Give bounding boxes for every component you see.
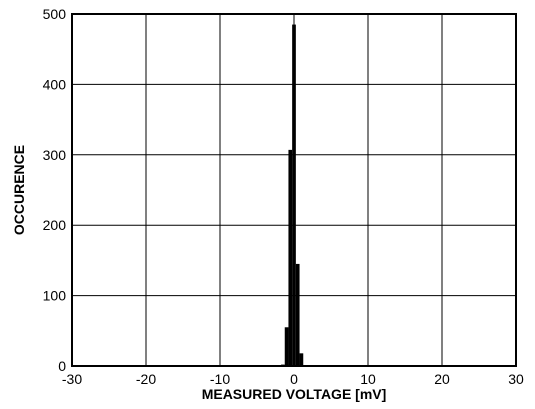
x-tick-label-5: 20 (434, 371, 450, 387)
y-tick-label-0: 0 (58, 358, 66, 374)
histogram-bar-5 (299, 353, 304, 366)
histogram-bar-1 (284, 327, 289, 366)
x-tick-label-3: 0 (290, 371, 298, 387)
x-tick-label-1: -20 (136, 371, 156, 387)
y-tick-label-1: 100 (43, 288, 67, 304)
y-tick-label-2: 200 (43, 217, 67, 233)
y-tick-label-3: 300 (43, 147, 67, 163)
x-tick-label-2: -10 (210, 371, 230, 387)
histogram-bars (281, 24, 304, 367)
x-tick-label-0: -30 (62, 371, 82, 387)
plot-frame (71, 13, 517, 367)
y-axis-title: OCCURENCE (11, 145, 27, 235)
x-tick-label-6: 30 (508, 371, 524, 387)
x-tick-labels: -30 -20 -10 0 10 20 30 (62, 371, 524, 387)
x-axis-title: MEASURED VOLTAGE [mV] (202, 386, 387, 402)
histogram-bar-3 (292, 24, 296, 367)
histogram-bar-2 (288, 149, 293, 366)
histogram-bar-4 (295, 263, 300, 366)
y-tick-label-4: 400 (43, 76, 67, 92)
y-tick-labels: 0 100 200 300 400 500 (43, 6, 67, 374)
y-tick-label-5: 500 (43, 6, 67, 22)
x-tick-label-4: 10 (360, 371, 376, 387)
